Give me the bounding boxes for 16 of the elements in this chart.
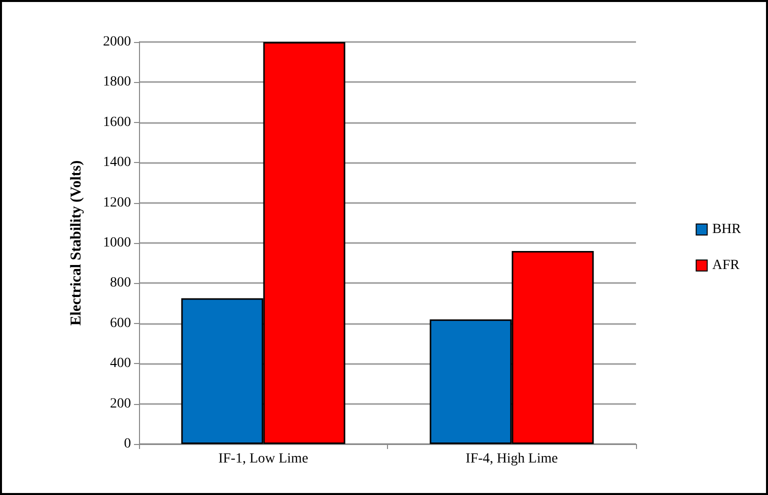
- legend-label: AFR: [712, 258, 740, 273]
- y-tick-label: 800: [110, 276, 131, 291]
- y-tick-label: 400: [110, 356, 131, 372]
- x-tick-label: IF-1, Low Lime: [218, 452, 308, 466]
- y-tick-label: 2000: [103, 34, 131, 50]
- x-tick-label: IF-4, High Lime: [466, 452, 558, 466]
- y-tick-label: 600: [110, 316, 131, 331]
- y-tick-label: 1800: [103, 74, 131, 90]
- y-tick-label: 0: [124, 436, 131, 452]
- y-tick-label: 200: [110, 396, 131, 412]
- y-axis-title: Electrical Stability (Volts): [68, 160, 84, 326]
- y-tick-label: 1000: [103, 236, 131, 250]
- y-tick-label: 1400: [103, 155, 131, 170]
- y-tick-label: 1600: [103, 114, 131, 130]
- legend-label: BHR: [712, 222, 742, 237]
- y-tick-label: 1200: [103, 195, 131, 210]
